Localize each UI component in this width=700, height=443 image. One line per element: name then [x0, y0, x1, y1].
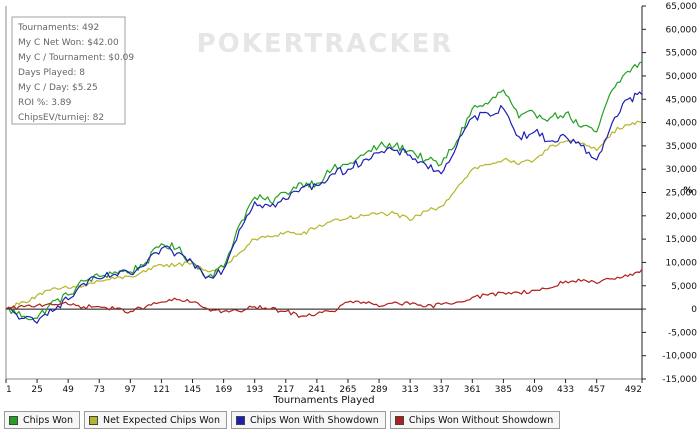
legend-swatch — [9, 415, 18, 425]
x-tick-label: 409 — [526, 385, 543, 395]
stat-line: My C Net Won: $42.00 — [18, 38, 119, 48]
y-tick-label: 40,000 — [666, 119, 698, 129]
series-line-net-expected-chips-won — [5, 120, 643, 310]
x-tick-label: 385 — [495, 385, 512, 395]
y-tick-label: 55,000 — [666, 49, 698, 59]
y-tick-label: 60,000 — [666, 25, 698, 35]
legend-item[interactable]: Chips Won — [4, 411, 80, 429]
stats-box: Tournaments: 492 My C Net Won: $42.00 My C… — [11, 16, 134, 125]
y-axis-label: % — [683, 186, 692, 196]
x-tick-label: 25 — [31, 385, 42, 395]
stats-lines: Tournaments: 492 My C Net Won: $42.00 My C… — [17, 23, 134, 123]
y-tick-label: 45,000 — [666, 95, 698, 105]
legend-label: Chips Won Without Showdown — [408, 414, 554, 426]
x-tick-label: 241 — [308, 385, 325, 395]
y-tick-label: -5,000 — [668, 328, 697, 338]
x-tick-label: 265 — [339, 385, 356, 395]
y-tick-label: 65,000 — [666, 2, 698, 12]
x-tick-label: 361 — [464, 385, 481, 395]
y-tick-label: -10,000 — [662, 352, 697, 362]
y-tick-label: 0 — [691, 305, 697, 315]
x-tick-label: 49 — [62, 385, 74, 395]
x-axis: 1 25 49 73 97 121 145 169 193 217 241 265 289 313 337 3… — [5, 379, 643, 395]
x-axis-label: Tournaments Played — [272, 395, 374, 406]
x-tick-label: 457 — [588, 385, 605, 395]
x-tick-label: 73 — [94, 385, 105, 395]
x-tick-label: 289 — [370, 385, 387, 395]
y-tick-label: 20,000 — [666, 212, 698, 222]
y-tick-label: 15,000 — [666, 235, 698, 245]
legend-label: Chips Won — [23, 414, 73, 426]
legend-swatch — [394, 415, 404, 425]
legend-swatch — [235, 415, 245, 425]
x-tick-label: 337 — [433, 385, 450, 395]
y-tick-label: -15,000 — [662, 375, 697, 385]
y-tick-label: 10,000 — [666, 258, 698, 268]
x-tick-label: 1 — [6, 385, 12, 395]
x-tick-label: 492 — [625, 385, 642, 395]
legend-label: Chips Won With Showdown — [249, 414, 379, 426]
stat-line: My C / Tournament: $0.09 — [18, 53, 134, 63]
legend-item[interactable]: Net Expected Chips Won — [83, 411, 227, 429]
stats-box-frame — [11, 16, 126, 125]
y-axis: -15,000 -10,000 -5,000 0 5,000 10,000 15,000 20… — [642, 2, 697, 385]
series-line-chips-won-without-showdown — [5, 269, 643, 318]
stat-line: ROI %: 3.89 — [18, 98, 72, 108]
legend-swatch — [88, 415, 98, 425]
chart-legend: Chips Won Net Expected Chips Won Chips Won… — [4, 411, 561, 429]
series-line-chips-won-with-showdown — [5, 91, 643, 324]
stat-line: Tournaments: 492 — [17, 23, 99, 33]
series-line-chips-won — [5, 61, 643, 321]
y-tick-label: 30,000 — [666, 165, 698, 175]
x-tick-label: 169 — [215, 385, 232, 395]
stat-line: My C / Day: $5.25 — [18, 83, 98, 93]
x-tick-label: 433 — [557, 385, 574, 395]
x-tick-label: 217 — [277, 385, 294, 395]
stat-line: ChipsEV/turniej: 82 — [18, 113, 104, 123]
y-tick-label: 5,000 — [671, 282, 697, 292]
legend-item[interactable]: Chips Won With Showdown — [230, 411, 386, 429]
series-group — [5, 61, 643, 324]
y-tick-label: 35,000 — [666, 142, 698, 152]
x-tick-label: 121 — [153, 385, 170, 395]
x-tick-label: 313 — [402, 385, 419, 395]
y-tick-label: 25,000 — [666, 189, 698, 199]
legend-label: Net Expected Chips Won — [102, 414, 220, 426]
x-tick-label: 97 — [125, 385, 136, 395]
y-tick-label: 50,000 — [666, 72, 698, 82]
x-tick-label: 145 — [184, 385, 201, 395]
stat-line: Days Played: 8 — [18, 68, 85, 78]
x-tick-label: 193 — [246, 385, 263, 395]
watermark-logo: POKERTRACKER — [197, 29, 454, 59]
legend-item[interactable]: Chips Won Without Showdown — [389, 411, 561, 429]
